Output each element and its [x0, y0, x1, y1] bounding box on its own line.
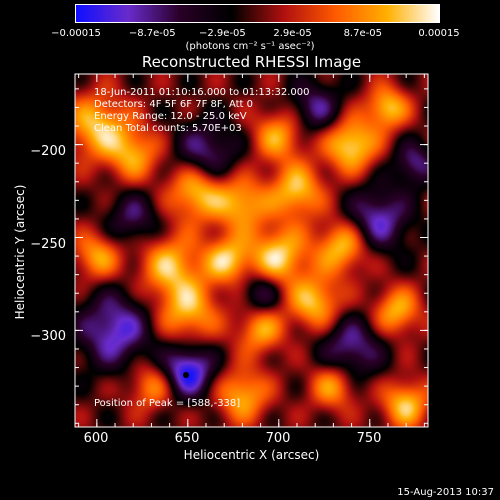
colorbar: [75, 4, 440, 23]
y-axis-label: Heliocentric Y (arcsec): [13, 184, 27, 320]
x-tick-label: 600: [83, 431, 109, 446]
annotation-peak-position: Position of Peak = [588,-338]: [94, 398, 241, 409]
x-tick-label: 650: [174, 431, 200, 446]
colorbar-tick-label: 8.7e-05: [343, 28, 382, 39]
y-tick-label: −200: [30, 144, 66, 159]
y-tick-label: −250: [30, 237, 66, 252]
chart-title: Reconstructed RHESSI Image: [141, 53, 362, 71]
annotation-time-range: 18-Jun-2011 01:10:16.000 to 01:13:32.000: [94, 87, 310, 98]
annotation-energy-range: Energy Range: 12.0 - 25.0 keV: [94, 111, 247, 122]
footer-date: 15-Aug-2013 10:37: [397, 487, 494, 498]
reconstructed-image: [75, 74, 428, 427]
x-axis-label: Heliocentric X (arcsec): [183, 448, 320, 462]
colorbar-tick-label: −0.00015: [51, 28, 101, 39]
colorbar-tick-label: 0.00015: [418, 28, 460, 39]
colorbar-units: (photons cm⁻² s⁻¹ asec⁻²): [185, 41, 315, 52]
annotation-clean-counts: Clean Total counts: 5.70E+03: [94, 123, 242, 134]
x-tick-label: 750: [356, 431, 382, 446]
annotation-detectors: Detectors: 4F 5F 6F 7F 8F, Att 0: [94, 99, 254, 110]
colorbar-tick-label: −2.9e-05: [199, 28, 246, 39]
colorbar-tick-label: −8.7e-05: [128, 28, 176, 39]
colorbar-tick-label: 2.9e-05: [273, 28, 312, 39]
plot-frame: [74, 73, 429, 428]
x-tick-label: 700: [265, 431, 291, 446]
y-tick-label: −300: [30, 329, 66, 344]
peak-marker: [182, 371, 189, 378]
